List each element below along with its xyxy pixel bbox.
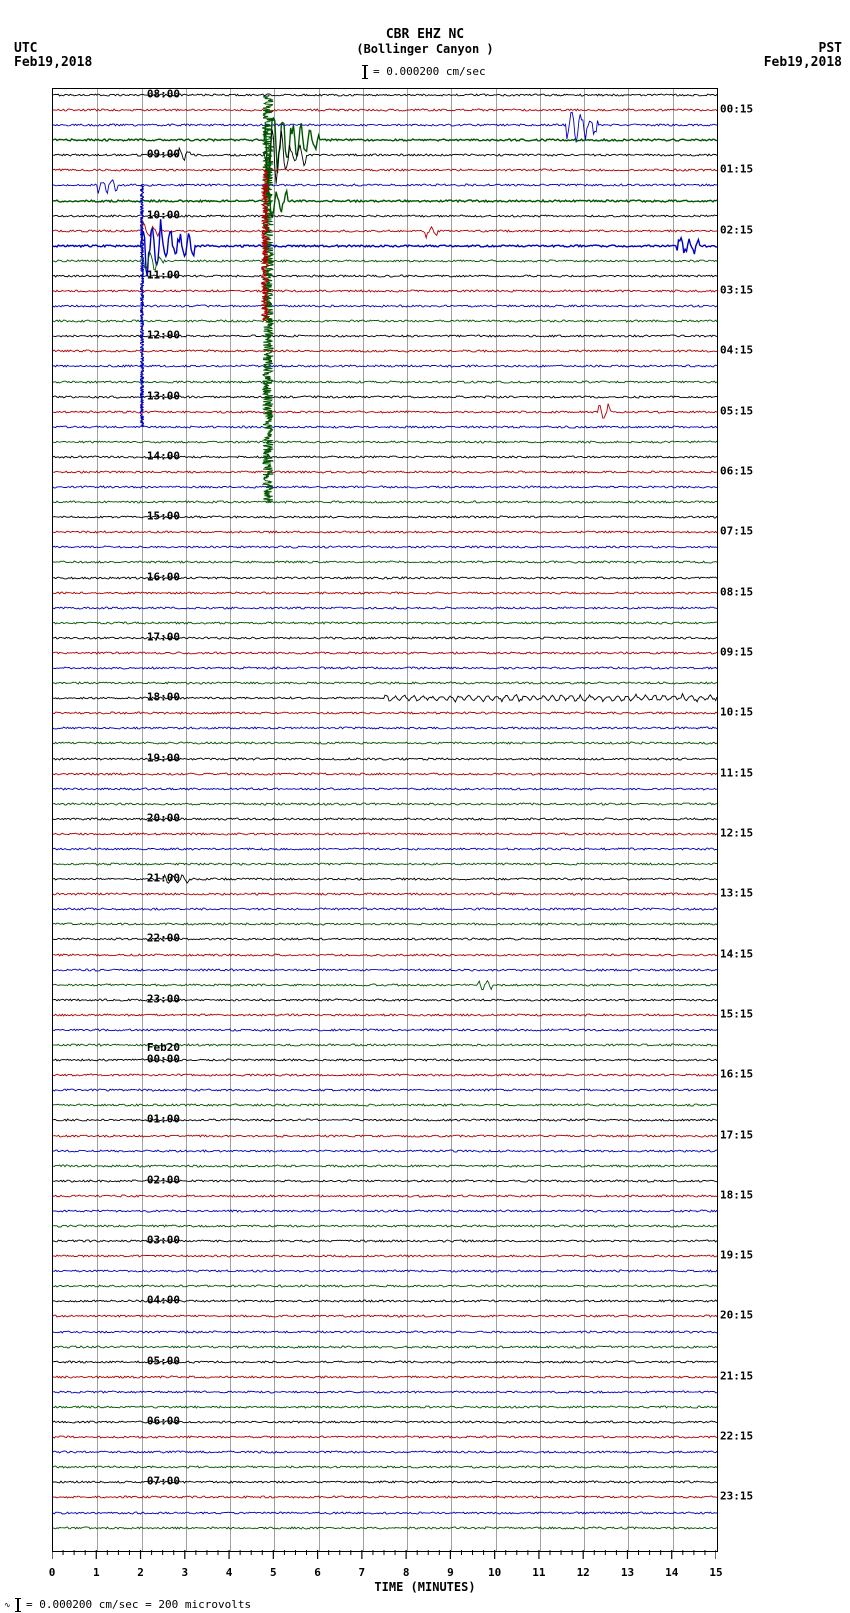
utc-time-label: 23:00 <box>147 992 180 1005</box>
pst-time-label: 04:15 <box>720 344 753 357</box>
x-tick-label: 7 <box>359 1566 366 1579</box>
pst-time-label: 12:15 <box>720 826 753 839</box>
pst-time-label: 21:15 <box>720 1369 753 1382</box>
tz-right-label: PST <box>764 42 842 56</box>
burst-column <box>261 170 269 321</box>
utc-time-label: 09:00 <box>147 148 180 161</box>
pst-time-label: 19:15 <box>720 1249 753 1262</box>
utc-time-label: 02:00 <box>147 1173 180 1186</box>
utc-time-label: 21:00 <box>147 872 180 885</box>
x-tick-label: 12 <box>577 1566 590 1579</box>
pst-time-label: 18:15 <box>720 1188 753 1201</box>
utc-time-label: 19:00 <box>147 751 180 764</box>
x-axis-title: TIME (MINUTES) <box>0 1580 850 1594</box>
pst-time-label: 17:15 <box>720 1128 753 1141</box>
utc-time-label: 11:00 <box>147 268 180 281</box>
x-tick-label: 5 <box>270 1566 277 1579</box>
pst-time-label: 06:15 <box>720 465 753 478</box>
pst-time-label: 14:15 <box>720 947 753 960</box>
pst-time-label: 13:15 <box>720 887 753 900</box>
x-tick-label: 8 <box>403 1566 410 1579</box>
pst-time-label: 15:15 <box>720 1007 753 1020</box>
pst-time-label: 23:15 <box>720 1490 753 1503</box>
tz-right-block: PST Feb19,2018 <box>764 42 842 70</box>
utc-time-label: 10:00 <box>147 208 180 221</box>
x-tick-label: 3 <box>181 1566 188 1579</box>
utc-time-label: 07:00 <box>147 1475 180 1488</box>
utc-time-label: 03:00 <box>147 1234 180 1247</box>
x-tick-label: 11 <box>532 1566 545 1579</box>
pst-time-label: 09:15 <box>720 645 753 658</box>
utc-time-label: 06:00 <box>147 1415 180 1428</box>
x-tick-label: 1 <box>93 1566 100 1579</box>
pst-time-label: 22:15 <box>720 1430 753 1443</box>
utc-time-label: 16:00 <box>147 570 180 583</box>
tz-right-date: Feb19,2018 <box>764 56 842 70</box>
pst-time-label: 07:15 <box>720 525 753 538</box>
utc-time-label: 18:00 <box>147 691 180 704</box>
pst-time-label: 02:15 <box>720 223 753 236</box>
footer-scale: ∿ = 0.000200 cm/sec = 200 microvolts <box>4 1598 251 1612</box>
utc-time-label: 01:00 <box>147 1113 180 1126</box>
pst-time-label: 10:15 <box>720 706 753 719</box>
pst-time-label: 11:15 <box>720 766 753 779</box>
x-tick-label: 14 <box>665 1566 678 1579</box>
utc-time-label: 05:00 <box>147 1354 180 1367</box>
utc-time-label: 00:00 <box>147 1053 180 1066</box>
utc-time-label: 15:00 <box>147 510 180 523</box>
pst-time-label: 20:15 <box>720 1309 753 1322</box>
utc-time-label: 04:00 <box>147 1294 180 1307</box>
x-tick-label: 15 <box>709 1566 722 1579</box>
pst-time-label: 03:15 <box>720 284 753 297</box>
pst-time-label: 05:15 <box>720 404 753 417</box>
utc-time-label: 14:00 <box>147 449 180 462</box>
pst-time-label: 00:15 <box>720 103 753 116</box>
pst-time-label: 16:15 <box>720 1068 753 1081</box>
utc-time-label: 08:00 <box>147 88 180 101</box>
x-tick-label: 4 <box>226 1566 233 1579</box>
utc-time-label: 17:00 <box>147 630 180 643</box>
x-tick-label: 9 <box>447 1566 454 1579</box>
x-tick-label: 2 <box>137 1566 144 1579</box>
x-tick-label: 6 <box>314 1566 321 1579</box>
footer-scale-bar-icon <box>17 1598 19 1612</box>
x-tick-label: 10 <box>488 1566 501 1579</box>
pst-time-label: 08:15 <box>720 585 753 598</box>
utc-time-label: 20:00 <box>147 811 180 824</box>
utc-time-label: 13:00 <box>147 389 180 402</box>
burst-column <box>140 185 144 426</box>
footer-scale-text: = 0.000200 cm/sec = 200 microvolts <box>26 1598 251 1611</box>
utc-time-label: 12:00 <box>147 329 180 342</box>
x-axis-ticks <box>52 1550 716 1566</box>
x-tick-label: 0 <box>49 1566 56 1579</box>
x-tick-label: 13 <box>621 1566 634 1579</box>
pst-time-label: 01:15 <box>720 163 753 176</box>
seismogram-container: UTC Feb19,2018 CBR EHZ NC (Bollinger Can… <box>0 0 850 1613</box>
utc-time-label: 22:00 <box>147 932 180 945</box>
utc-day-label: Feb20 <box>147 1041 180 1054</box>
